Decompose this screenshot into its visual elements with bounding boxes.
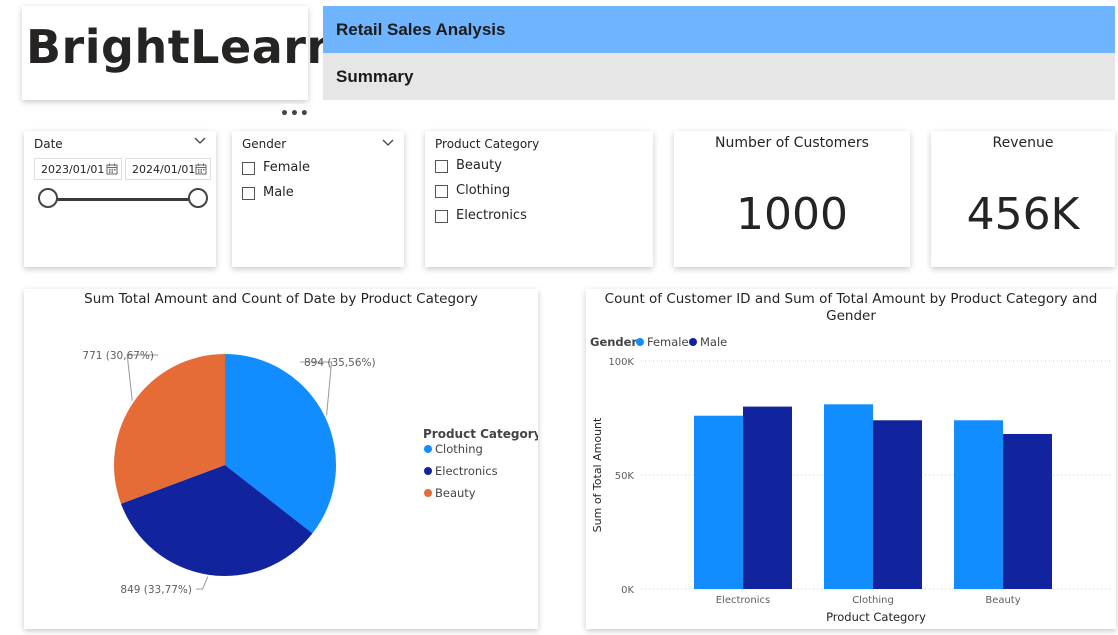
leader-line (196, 576, 209, 590)
legend-item-female[interactable]: Female (647, 335, 689, 349)
end-date-input[interactable]: 2024/01/01 (125, 158, 211, 180)
start-date-input[interactable]: 2023/01/01 (34, 158, 122, 180)
pie-data-label: 894 (35,56%) (304, 357, 376, 369)
pie-slice-electronics[interactable] (120, 465, 313, 576)
logo-card: BrightLearn (22, 6, 339, 100)
pie-data-label: 771 (30,67%) (82, 350, 154, 362)
pie-chart-visual[interactable]: Sum Total Amount and Count of Date by Pr… (24, 289, 538, 629)
option-label: Female (263, 160, 311, 175)
pie-slice-clothing[interactable] (225, 354, 336, 534)
date-slicer-title: Date (34, 137, 63, 151)
date-slider-start-handle[interactable] (38, 188, 58, 208)
product-category-slicer-title: Product Category (435, 137, 540, 151)
legend-marker (424, 467, 432, 475)
legend-marker (424, 445, 432, 453)
bar-electronics-female[interactable] (694, 415, 743, 589)
legend-item-clothing[interactable]: Clothing (435, 442, 483, 456)
kpi-value: 456K (966, 189, 1080, 240)
brand-logo-text: BrightLearn (26, 20, 340, 74)
date-slider-end-handle[interactable] (188, 188, 208, 208)
kpi-label: Revenue (992, 135, 1054, 151)
x-tick-label: Electronics (716, 595, 771, 606)
date-range-slider-track[interactable] (48, 198, 198, 201)
report-title: Retail Sales Analysis (336, 20, 506, 39)
date-slicer[interactable]: Date 2023/01/01 2024/01/01 (24, 131, 216, 267)
legend-item-beauty[interactable]: Beauty (435, 486, 476, 500)
legend-marker (636, 338, 644, 346)
calendar-icon[interactable] (195, 163, 207, 175)
x-tick-label: Clothing (852, 595, 894, 606)
kpi-value: 1000 (736, 189, 848, 240)
pie-data-label: 849 (33,77%) (120, 584, 192, 596)
option-label: Clothing (456, 183, 511, 198)
y-tick-label: 50K (615, 471, 635, 482)
legend-title: Product Category (423, 427, 538, 441)
pie-slice-beauty[interactable] (113, 354, 225, 504)
leader-line (126, 354, 158, 401)
y-axis-label: Sum of Total Amount (591, 417, 604, 532)
revenue-kpi-card[interactable]: Revenue 456K (931, 131, 1115, 267)
leader-line (300, 361, 333, 416)
gender-slicer-title: Gender (242, 137, 287, 151)
product-category-slicer[interactable]: Product Category Beauty Clothing Electro… (425, 131, 653, 267)
kpi-label: Number of Customers (715, 135, 869, 151)
chevron-down-icon[interactable] (194, 137, 206, 145)
gender-slicer[interactable]: Gender Female Male (232, 131, 404, 267)
pie-chart[interactable]: 894 (35,56%) 849 (33,77%) 771 (30,67%) Prod… (24, 289, 538, 629)
legend-marker (689, 338, 697, 346)
legend-title: Gender (590, 335, 637, 349)
bar-clothing-male[interactable] (873, 420, 922, 589)
x-axis-label: Product Category (826, 610, 926, 624)
start-date-value: 2023/01/01 (41, 163, 105, 176)
chart-title: Count of Customer ID and Sum of Total Am… (604, 291, 1098, 324)
checkbox[interactable] (435, 210, 448, 223)
y-tick-label: 0K (621, 585, 634, 596)
more-options-icon[interactable]: ••• (280, 104, 309, 126)
chart-title: Sum Total Amount and Count of Date by Pr… (84, 291, 478, 307)
bar-electronics-male[interactable] (743, 406, 792, 589)
end-date-value: 2024/01/01 (132, 163, 196, 176)
bar-beauty-female[interactable] (954, 420, 1003, 589)
checkbox[interactable] (435, 185, 448, 198)
bar-chart[interactable]: Gender Female Male 0K 50K 100K Sum of Total Am… (586, 289, 1116, 629)
legend-marker (424, 489, 432, 497)
option-label: Male (263, 185, 294, 200)
bar-beauty-male[interactable] (1003, 433, 1052, 589)
customers-kpi-card[interactable]: Number of Customers 1000 (674, 131, 910, 267)
option-label: Electronics (456, 208, 527, 223)
legend-item-male[interactable]: Male (700, 335, 727, 349)
checkbox[interactable] (435, 160, 448, 173)
x-tick-label: Beauty (985, 595, 1020, 606)
bar-chart-visual[interactable]: Count of Customer ID and Sum of Total Am… (586, 289, 1116, 629)
page-subtitle: Summary (336, 67, 414, 86)
chevron-down-icon[interactable] (382, 139, 394, 147)
checkbox[interactable] (242, 187, 255, 200)
option-label: Beauty (456, 158, 502, 173)
bar-clothing-female[interactable] (824, 404, 873, 589)
page-subtitle-bar: Summary (323, 53, 1115, 100)
y-tick-label: 100K (608, 357, 634, 368)
legend-item-electronics[interactable]: Electronics (435, 464, 498, 478)
calendar-icon[interactable] (106, 163, 118, 175)
report-title-bar: Retail Sales Analysis (323, 6, 1115, 53)
checkbox[interactable] (242, 162, 255, 175)
